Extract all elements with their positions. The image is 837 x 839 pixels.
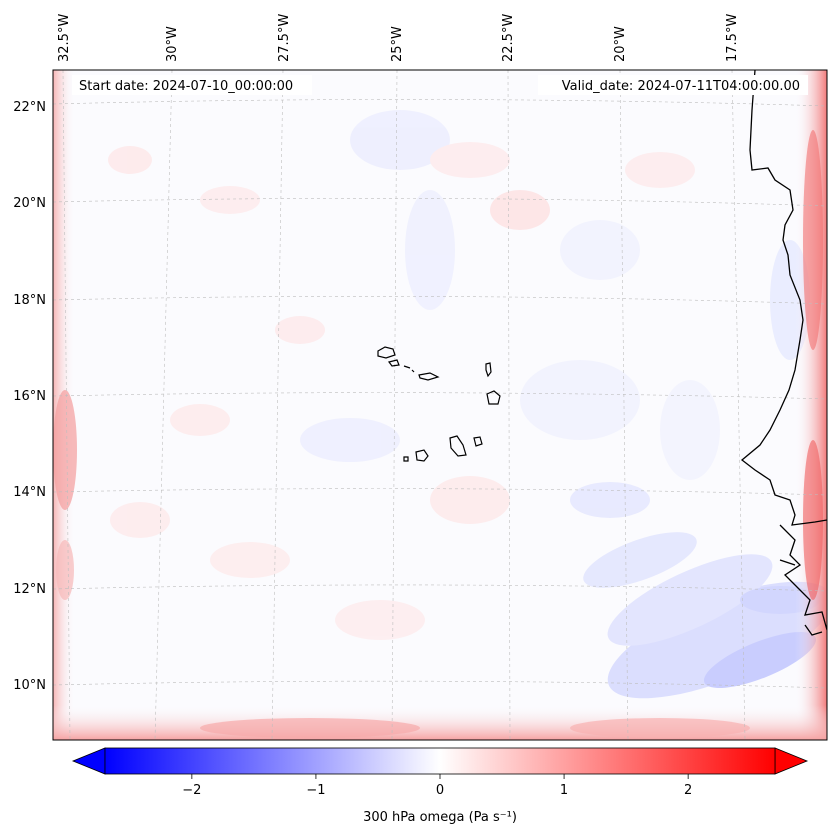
lon-label: 22.5°W — [501, 14, 516, 62]
lat-label: 14°N — [13, 485, 46, 500]
lon-label: 25°W — [390, 26, 405, 62]
colorbar-ticks: −2 −1 0 1 2 — [182, 774, 692, 798]
lat-label: 16°N — [13, 389, 46, 404]
colorbar-bar — [104, 747, 776, 775]
lon-label: 17.5°W — [725, 14, 740, 62]
map-frame — [52, 69, 828, 741]
lat-label: 12°N — [13, 582, 46, 597]
lon-label: 32.5°W — [57, 14, 72, 62]
colorbar: −2 −1 0 1 2 300 hPa omega (Pa s⁻¹) — [71, 747, 809, 825]
colorbar-min-extend — [71, 747, 106, 775]
colorbar-tick-label: 0 — [436, 783, 444, 798]
colorbar-tick-label: 2 — [684, 783, 692, 798]
lat-labels: 22°N 20°N 18°N 16°N 14°N 12°N 10°N — [13, 100, 46, 693]
colorbar-label: 300 hPa omega (Pa s⁻¹) — [363, 810, 517, 825]
lat-label: 10°N — [13, 678, 46, 693]
lat-label: 22°N — [13, 100, 46, 115]
lon-label: 30°W — [165, 26, 180, 62]
colorbar-max-extend — [774, 747, 809, 775]
lon-label: 27.5°W — [277, 14, 292, 62]
valid-date: Valid_date: 2024-07-11T04:00:00.00 — [562, 79, 800, 94]
start-date: Start date: 2024-07-10_00:00:00 — [79, 79, 293, 94]
graticule — [53, 70, 827, 740]
colorbar-tick-label: −1 — [306, 783, 325, 798]
colorbar-tick-label: −2 — [182, 783, 201, 798]
colorbar-tick-label: 1 — [560, 783, 568, 798]
lat-label: 20°N — [13, 196, 46, 211]
omega-field: Start date: 2024-07-10_00:00:00 Valid_da… — [53, 70, 827, 740]
lat-label: 18°N — [13, 293, 46, 308]
start-date-box — [72, 75, 312, 95]
valid-date-box — [538, 75, 808, 95]
lon-label: 20°W — [613, 26, 628, 62]
coastline — [740, 70, 827, 636]
cape-verde-islands — [377, 346, 501, 462]
lon-labels: 32.5°W 30°W 27.5°W 25°W 22.5°W 20°W 17.5… — [57, 14, 740, 62]
